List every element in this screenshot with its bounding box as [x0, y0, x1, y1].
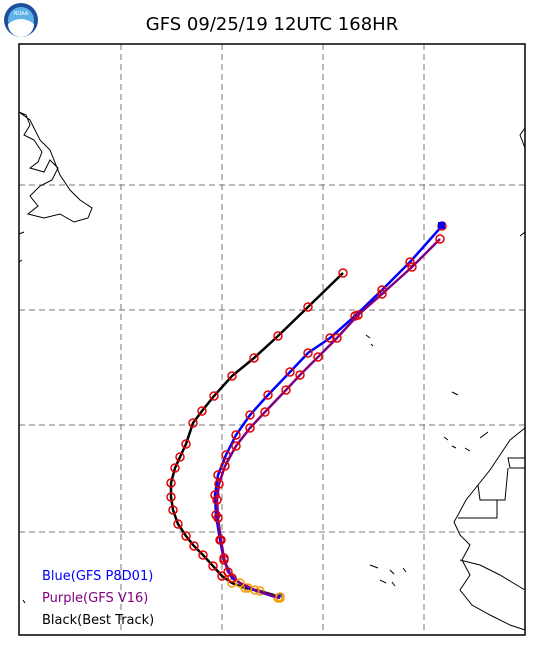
track-point — [189, 541, 199, 551]
track-line — [215, 238, 441, 600]
track-point — [249, 353, 259, 363]
track-point — [175, 452, 185, 462]
track-point — [407, 262, 417, 272]
track-start-marker: * — [277, 591, 283, 605]
track-end-marker — [438, 222, 445, 229]
track-point — [173, 519, 183, 529]
tracks: * — [166, 221, 447, 605]
track-point — [170, 463, 180, 473]
track-point — [303, 348, 313, 358]
legend-entry: Purple(GFS V16) — [42, 591, 148, 606]
noaa-logo: NOAA — [4, 3, 38, 37]
map-title: GFS 09/25/19 12UTC 168HR — [146, 14, 398, 35]
track-point — [197, 406, 207, 416]
track-point — [216, 535, 226, 545]
track-point — [235, 578, 245, 588]
track-point — [210, 490, 220, 500]
track-point — [263, 390, 273, 400]
track-point — [260, 407, 270, 417]
track-point — [281, 385, 291, 395]
legend-entry: Blue(GFS P8D01) — [42, 569, 153, 584]
track-point — [231, 441, 241, 451]
track-point — [313, 352, 323, 362]
track-point — [295, 370, 305, 380]
track-point — [377, 289, 387, 299]
track-point — [166, 492, 176, 502]
track-point — [181, 531, 191, 541]
track-point — [435, 234, 445, 244]
track-point — [332, 333, 342, 343]
track-point — [325, 333, 335, 343]
track-point — [223, 567, 233, 577]
track-point — [208, 561, 218, 571]
track-point — [227, 371, 237, 381]
track-point — [353, 310, 363, 320]
track-point — [212, 495, 222, 505]
track-point — [214, 479, 224, 489]
track-point — [275, 593, 285, 603]
track-point — [166, 478, 176, 488]
track-point — [188, 418, 198, 428]
track-point — [303, 302, 313, 312]
track-point — [181, 439, 191, 449]
track-point — [209, 391, 219, 401]
track-point — [198, 550, 208, 560]
track-point — [245, 423, 255, 433]
track-point — [213, 513, 223, 523]
map-frame — [18, 43, 526, 636]
track-point — [245, 410, 255, 420]
track-point — [220, 461, 230, 471]
track-point — [219, 553, 229, 563]
track-point — [231, 430, 241, 440]
track-point — [250, 585, 260, 595]
legend-entry: Black(Best Track) — [42, 613, 154, 628]
track-point — [168, 505, 178, 515]
track-point — [285, 367, 295, 377]
svg-text:NOAA: NOAA — [14, 11, 29, 17]
track-point — [338, 268, 348, 278]
track-point — [273, 331, 283, 341]
track-point — [405, 257, 415, 267]
coastlines — [18, 111, 526, 631]
